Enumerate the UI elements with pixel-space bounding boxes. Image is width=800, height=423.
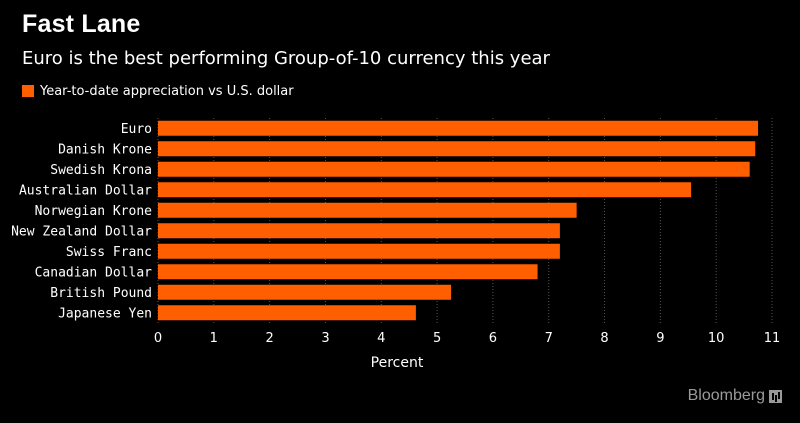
bar	[158, 202, 577, 218]
legend: Year-to-date appreciation vs U.S. dollar	[22, 83, 294, 99]
x-tick-label: 11	[764, 331, 781, 346]
bloomberg-logo: Bloomberg	[688, 387, 782, 405]
x-tick-label: 9	[656, 331, 664, 346]
bar	[158, 305, 416, 321]
category-label-layer: Euro Danish Krone Swedish Krona Australian …	[11, 122, 152, 322]
category-label: Swedish Krona	[50, 163, 152, 178]
category-label: Danish Krone	[58, 142, 152, 157]
logo-text: Bloomberg	[687, 387, 765, 404]
bar-chart-icon	[769, 389, 782, 403]
category-label: Swiss Franc	[66, 245, 152, 260]
bar	[158, 284, 452, 300]
bar	[158, 264, 538, 280]
x-tick-layer: 0 1 2 3 4 5 6 7 8 9 10 11	[154, 331, 780, 346]
category-label: Japanese Yen	[58, 306, 152, 321]
category-label: Norwegian Krone	[35, 204, 153, 219]
x-tick-label: 3	[321, 331, 329, 346]
category-label: New Zealand Dollar	[11, 224, 152, 239]
bar	[158, 243, 560, 259]
bar-layer	[158, 120, 759, 321]
x-tick-label: 1	[210, 331, 218, 346]
x-tick-label: 4	[377, 331, 385, 346]
bar	[158, 120, 759, 136]
x-tick-label: 0	[154, 331, 162, 346]
chart-subtitle: Euro is the best performing Group-of-10 …	[22, 48, 550, 69]
bar	[158, 182, 692, 198]
bar	[158, 141, 756, 157]
x-tick-label: 10	[708, 331, 725, 346]
legend-swatch	[22, 85, 34, 97]
category-label: British Pound	[50, 286, 152, 301]
chart-title: Fast Lane	[22, 10, 141, 38]
bar	[158, 161, 750, 177]
x-tick-label: 8	[600, 331, 608, 346]
category-label: Euro	[121, 122, 152, 137]
x-tick-label: 6	[489, 331, 497, 346]
category-label: Canadian Dollar	[35, 265, 153, 280]
x-tick-label: 2	[265, 331, 273, 346]
x-axis-label: Percent	[371, 355, 424, 371]
bar	[158, 223, 560, 239]
x-tick-label: 5	[433, 331, 441, 346]
category-label: Australian Dollar	[19, 183, 152, 198]
x-tick-label: 7	[545, 331, 553, 346]
legend-label: Year-to-date appreciation vs U.S. dollar	[40, 83, 294, 99]
grid-layer	[157, 118, 773, 323]
